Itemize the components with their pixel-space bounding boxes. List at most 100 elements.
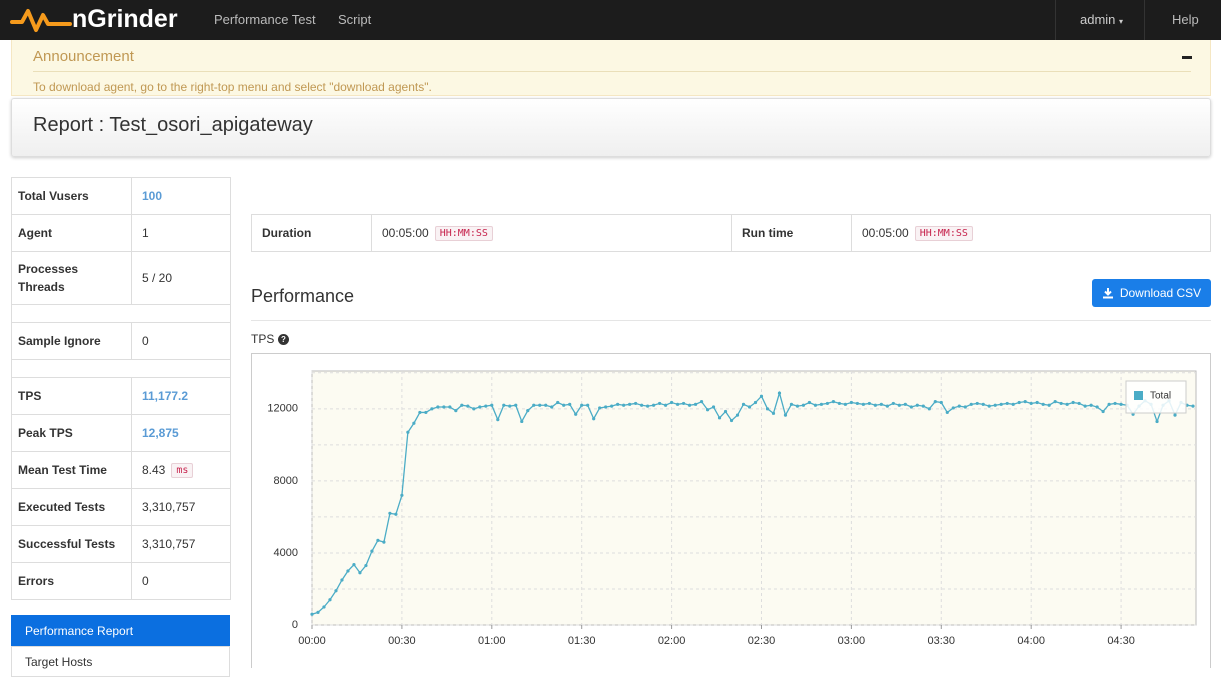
summary-value: 8.43 ms <box>131 451 231 489</box>
nav-link[interactable]: Script <box>338 12 372 27</box>
navbar: nGrinder Performance Test Script admin ▾… <box>0 0 1221 40</box>
data-point <box>813 403 818 407</box>
data-point <box>675 402 680 406</box>
data-point <box>1011 402 1015 406</box>
download-button[interactable]: Download CSV <box>1092 279 1211 307</box>
data-point <box>616 402 620 406</box>
summary-value-text: 1 <box>142 226 149 240</box>
data-point <box>1053 400 1057 404</box>
separator <box>1055 0 1056 40</box>
x-tick-label: 02:00 <box>658 635 686 647</box>
y-tick-label: 0 <box>292 619 298 631</box>
summary-value: 1 <box>131 214 231 252</box>
nav-link[interactable]: Performance Test <box>214 12 316 27</box>
data-point <box>771 411 776 415</box>
summary-label-line: Peak TPS <box>18 426 73 440</box>
series-line <box>311 390 1194 615</box>
summary-label: Executed Tests <box>11 488 132 526</box>
data-point <box>532 403 536 407</box>
summary-value: 12,875 <box>131 414 231 452</box>
user-name: admin <box>1080 12 1116 27</box>
data-point <box>598 406 602 410</box>
collapse-button[interactable] <box>1182 56 1192 59</box>
summary-label-line: Total Vusers <box>18 189 89 203</box>
data-point <box>1077 401 1081 406</box>
data-point <box>873 403 877 407</box>
data-point <box>729 418 734 423</box>
data-point <box>664 403 668 407</box>
y-tick-label: 4000 <box>274 547 298 559</box>
data-point <box>1113 401 1117 406</box>
user-menu[interactable]: admin ▾ <box>1080 12 1124 27</box>
data-point <box>957 404 961 408</box>
y-tick-label: 8000 <box>274 475 298 487</box>
help-link[interactable]: Help <box>1172 12 1199 27</box>
x-tick-label: 02:30 <box>748 635 776 647</box>
data-point <box>592 417 596 421</box>
data-point <box>1119 402 1123 406</box>
data-point <box>981 402 985 406</box>
data-point <box>340 578 344 582</box>
chart-box: 0 4000 8000 12000 00:00 00:30 01:00 01:30 02:00 0… <box>251 353 1211 668</box>
summary-gap <box>11 359 231 378</box>
data-point <box>1059 401 1063 406</box>
summary-value-text: 100 <box>142 189 163 203</box>
duration-value: 00:05:00 <box>382 226 429 240</box>
svg-text:?: ? <box>281 335 286 344</box>
data-point <box>400 493 404 497</box>
help-icon[interactable]: ? <box>278 333 290 345</box>
menu-item[interactable]: Target Hosts <box>11 646 230 677</box>
data-point <box>1035 400 1039 405</box>
data-point <box>927 407 931 411</box>
chart-heading: TPS ? <box>251 332 290 346</box>
data-point <box>993 403 997 407</box>
data-point <box>789 402 794 406</box>
chart: 0 4000 8000 12000 00:00 00:30 01:00 01:30 02:00 0… <box>267 370 1197 647</box>
data-point <box>837 401 842 406</box>
data-point <box>897 403 901 407</box>
data-point <box>849 400 853 405</box>
data-point <box>322 605 326 609</box>
data-point <box>681 401 686 406</box>
data-point <box>514 403 518 407</box>
data-point <box>448 405 452 409</box>
divider <box>251 320 1211 321</box>
duration-cell: 00:05:00 HH:MM:SS <box>371 214 732 252</box>
x-tick-label: 04:30 <box>1107 635 1135 647</box>
data-point <box>418 410 422 415</box>
data-point <box>1083 404 1087 408</box>
data-point <box>562 403 566 407</box>
summary-label: Processes Threads <box>11 251 132 305</box>
data-point <box>370 549 374 553</box>
data-point <box>1005 401 1009 406</box>
data-point <box>831 400 836 404</box>
summary-value: 0 <box>131 562 231 600</box>
data-point <box>711 405 716 409</box>
data-point <box>987 404 991 408</box>
data-point <box>885 404 889 408</box>
data-point <box>921 404 925 408</box>
summary-label-line: Successful Tests <box>18 537 116 551</box>
summary-value-text: 11,177.2 <box>142 389 189 403</box>
data-point <box>999 402 1003 406</box>
data-point <box>658 401 662 406</box>
legend-label: Total <box>1150 391 1171 402</box>
brand[interactable]: nGrinder <box>72 5 178 33</box>
x-tick-label: 03:00 <box>838 635 866 647</box>
summary-label-line: Threads <box>18 280 65 294</box>
data-point <box>1017 400 1021 405</box>
summary-label-line: Agent <box>18 226 52 240</box>
data-point <box>747 405 752 409</box>
summary-label-line: Sample Ignore <box>18 334 101 348</box>
summary-label-line: Errors <box>18 574 55 588</box>
data-point <box>1065 402 1069 406</box>
data-point <box>735 413 740 417</box>
data-point <box>376 538 380 542</box>
summary-value: 100 <box>131 177 231 215</box>
data-point <box>430 407 434 411</box>
menu-item[interactable]: Performance Report <box>11 615 230 646</box>
data-point <box>1023 400 1027 404</box>
data-point <box>436 405 440 409</box>
runtime-value: 00:05:00 <box>862 226 909 240</box>
data-point <box>843 402 847 406</box>
